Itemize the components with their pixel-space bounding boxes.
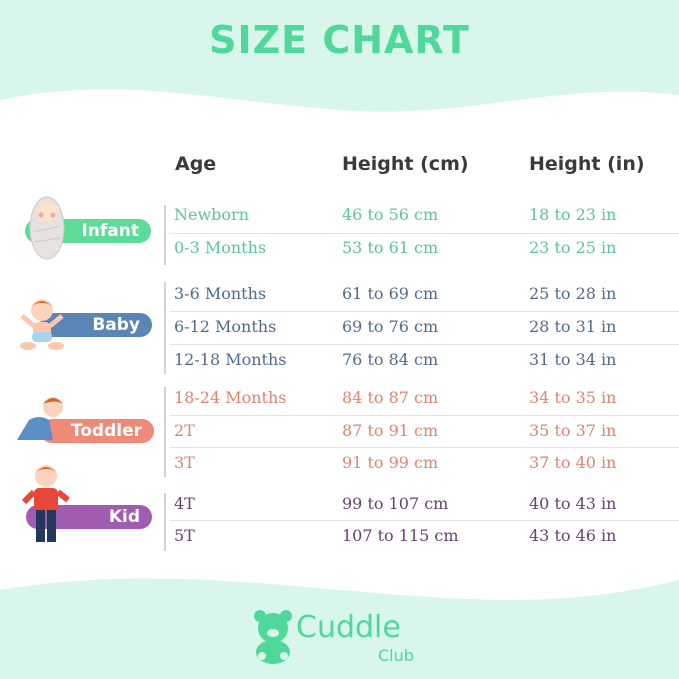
row-separator [170, 415, 679, 416]
logo-name: Cuddle [296, 610, 401, 645]
page-title: SIZE CHART [209, 18, 470, 62]
cell-in: 43 to 46 in [529, 526, 617, 545]
cell-in: 34 to 35 in [529, 388, 617, 407]
row-separator [170, 447, 679, 448]
header-height-cm: Height (cm) [342, 153, 469, 175]
baby-illustration-icon [20, 299, 64, 350]
cell-in: 40 to 43 in [529, 494, 617, 513]
logo-sub: Club [378, 646, 414, 665]
cell-age: 5T [174, 526, 195, 545]
cell-in: 37 to 40 in [529, 453, 617, 472]
cell-age: 0-3 Months [174, 238, 267, 257]
group-divider [164, 205, 166, 265]
cell-age: Newborn [174, 205, 249, 224]
cell-cm: 84 to 87 cm [342, 388, 439, 407]
cell-in: 31 to 34 in [529, 350, 617, 369]
cell-in: 28 to 31 in [529, 317, 617, 336]
cell-cm: 76 to 84 cm [342, 350, 439, 369]
badge-toddler: Toddler [40, 419, 154, 443]
cell-cm: 46 to 56 cm [342, 205, 439, 224]
group-divider [164, 387, 166, 477]
cell-age: 3T [174, 453, 195, 472]
cell-cm: 53 to 61 cm [342, 238, 439, 257]
group-divider [164, 493, 166, 551]
teddy-bear-icon [254, 610, 292, 664]
cell-in: 23 to 25 in [529, 238, 617, 257]
kid-illustration-icon [22, 465, 70, 542]
cell-cm: 99 to 107 cm [342, 494, 449, 513]
row-separator [170, 233, 679, 234]
cell-age: 6-12 Months [174, 317, 277, 336]
cell-cm: 107 to 115 cm [342, 526, 459, 545]
cell-age: 3-6 Months [174, 284, 267, 303]
cell-in: 35 to 37 in [529, 421, 617, 440]
cell-cm: 91 to 99 cm [342, 453, 439, 472]
cell-in: 25 to 28 in [529, 284, 617, 303]
cell-cm: 69 to 76 cm [342, 317, 439, 336]
toddler-illustration-icon [17, 397, 63, 440]
header-age: Age [175, 153, 217, 175]
cell-age: 2T [174, 421, 195, 440]
row-separator [170, 520, 679, 521]
cell-in: 18 to 23 in [529, 205, 617, 224]
cell-age: 12-18 Months [174, 350, 287, 369]
cell-age: 18-24 Months [174, 388, 287, 407]
row-separator [170, 344, 679, 345]
infant-illustration-icon [29, 196, 65, 260]
cell-cm: 87 to 91 cm [342, 421, 439, 440]
group-divider [164, 282, 166, 374]
brand-logo: Cuddle Club [252, 608, 422, 668]
row-separator [170, 311, 679, 312]
cell-age: 4T [174, 494, 195, 513]
header-height-in: Height (in) [529, 153, 645, 175]
cell-cm: 61 to 69 cm [342, 284, 439, 303]
